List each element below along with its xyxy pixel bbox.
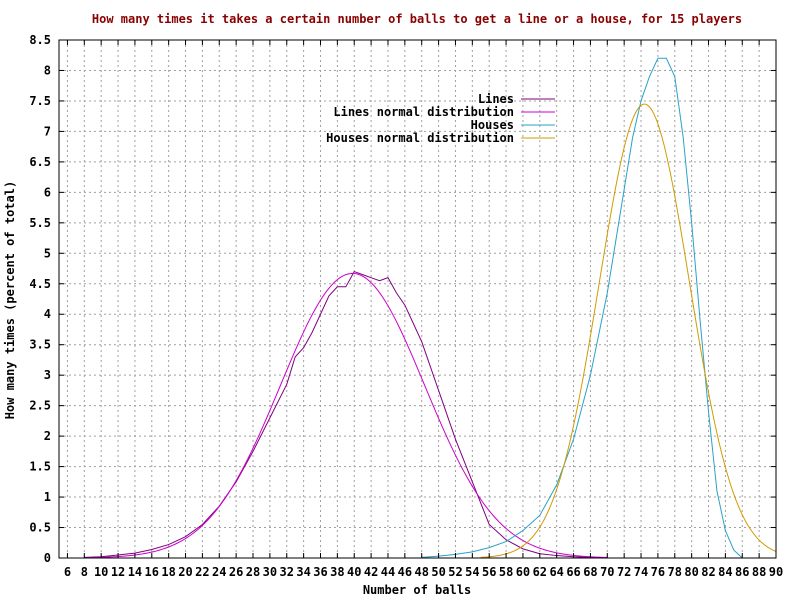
series-line-2: [84, 272, 608, 559]
x-tick-label: 38: [330, 565, 344, 579]
x-tick-label: 82: [701, 565, 715, 579]
legend-label: Lines normal distribution: [333, 105, 514, 119]
x-tick-label: 56: [482, 565, 496, 579]
plot-frame: [58, 39, 777, 559]
x-tick-label: 24: [212, 565, 226, 579]
x-tick-label: 42: [364, 565, 378, 579]
x-tick-label: 64: [549, 565, 563, 579]
x-tick-label: 44: [381, 565, 395, 579]
x-tick-label: 30: [263, 565, 277, 579]
y-tick-label: 1: [44, 490, 51, 504]
legend-label: Houses: [471, 118, 514, 132]
x-tick-label: 68: [583, 565, 597, 579]
x-tick-label: 88: [752, 565, 766, 579]
x-tick-label: 20: [178, 565, 192, 579]
y-tick-label: 1.5: [29, 460, 51, 474]
x-tick-label: 22: [195, 565, 209, 579]
x-tick-label: 36: [313, 565, 327, 579]
x-axis-label: Number of balls: [363, 583, 471, 597]
y-tick-label: 0: [44, 551, 51, 565]
y-tick-label: 5.5: [29, 216, 51, 230]
x-tick-label: 74: [634, 565, 648, 579]
x-tick-label: 90: [769, 565, 783, 579]
ticks: 6 8 10 12 14 16 18 20 22 24 26 28 30 32 34 36 38 40 42 44 46…: [29, 33, 783, 579]
x-tick-label: 76: [651, 565, 665, 579]
chart-title: How many times it takes a certain number…: [92, 12, 742, 26]
series-line-1: [84, 270, 608, 559]
x-tick-label: 86: [735, 565, 749, 579]
x-tick-label: 18: [161, 565, 175, 579]
x-tick-label: 66: [566, 565, 580, 579]
series-line-3: [421, 57, 743, 559]
y-axis-label: How many times (percent of total): [3, 181, 17, 419]
x-tick-label: 78: [668, 565, 682, 579]
x-tick-label: 80: [684, 565, 698, 579]
x-tick-label: 84: [718, 565, 732, 579]
y-tick-label: 2.5: [29, 399, 51, 413]
x-tick-label: 26: [229, 565, 243, 579]
y-tick-label: 4: [44, 307, 51, 321]
y-tick-label: 8: [44, 63, 51, 77]
x-tick-label: 16: [145, 565, 159, 579]
x-tick-label: 70: [600, 565, 614, 579]
legend-label: Lines: [478, 92, 514, 106]
x-tick-label: 54: [465, 565, 479, 579]
x-tick-label: 52: [448, 565, 462, 579]
x-tick-label: 58: [499, 565, 513, 579]
x-tick-label: 6: [64, 565, 71, 579]
x-tick-label: 8: [81, 565, 88, 579]
x-tick-label: 50: [431, 565, 445, 579]
series-layer: [84, 57, 777, 559]
legend-label: Houses normal distribution: [326, 131, 514, 145]
x-tick-label: 34: [296, 565, 310, 579]
y-tick-label: 3: [44, 368, 51, 382]
x-tick-label: 14: [128, 565, 142, 579]
x-tick-label: 48: [414, 565, 428, 579]
y-tick-label: 6: [44, 185, 51, 199]
y-tick-label: 6.5: [29, 155, 51, 169]
x-tick-label: 10: [94, 565, 108, 579]
y-tick-label: 7.5: [29, 94, 51, 108]
y-tick-label: 2: [44, 429, 51, 443]
x-tick-label: 32: [280, 565, 294, 579]
series-line-4: [480, 103, 777, 558]
y-tick-label: 8.5: [29, 33, 51, 47]
y-tick-label: 3.5: [29, 338, 51, 352]
x-tick-label: 12: [111, 565, 125, 579]
grid: [59, 39, 777, 559]
y-tick-label: 5: [44, 246, 51, 260]
x-tick-label: 40: [347, 565, 361, 579]
y-tick-label: 4.5: [29, 277, 51, 291]
y-tick-label: 7: [44, 124, 51, 138]
y-tick-label: 0.5: [29, 521, 51, 535]
x-tick-label: 28: [246, 565, 260, 579]
x-tick-label: 62: [533, 565, 547, 579]
x-tick-label: 72: [617, 565, 631, 579]
x-tick-label: 46: [398, 565, 412, 579]
x-tick-label: 60: [516, 565, 530, 579]
